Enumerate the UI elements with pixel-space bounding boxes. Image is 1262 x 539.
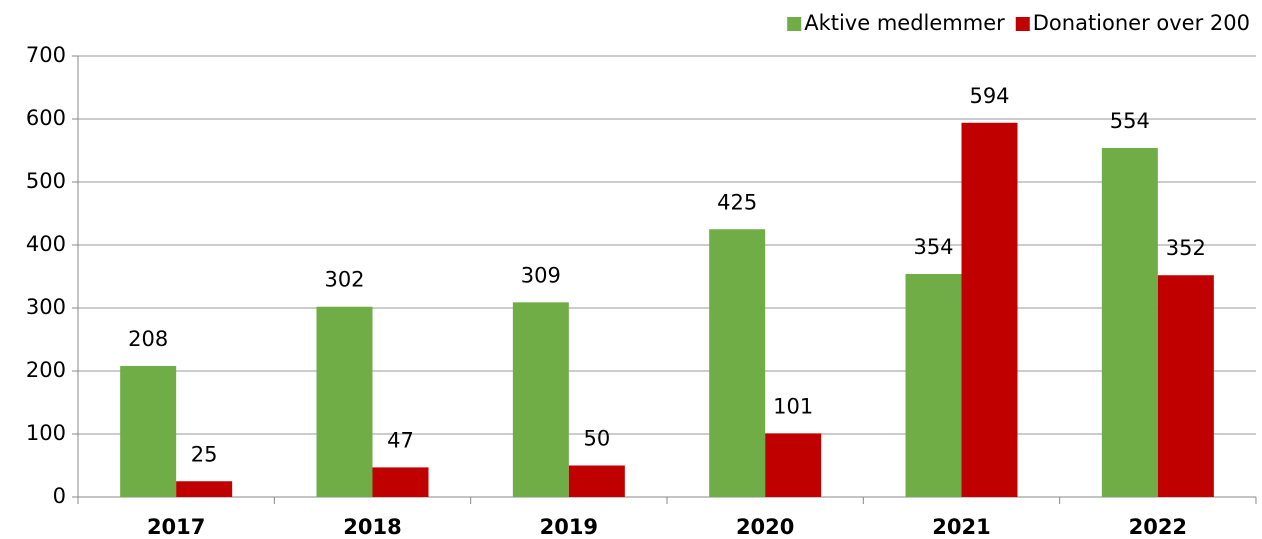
bar xyxy=(1101,147,1158,498)
x-tick-label: 2017 xyxy=(147,515,205,539)
bar xyxy=(961,122,1018,497)
data-label: 594 xyxy=(969,84,1009,108)
data-label: 352 xyxy=(1166,236,1206,260)
x-tick-label: 2019 xyxy=(540,515,598,539)
data-label: 50 xyxy=(583,427,610,451)
data-label: 47 xyxy=(387,428,414,452)
bar xyxy=(709,229,766,497)
bar xyxy=(905,273,962,497)
bar xyxy=(512,302,569,497)
legend-label: Aktive medlemmer xyxy=(804,11,1005,35)
y-tick-label: 400 xyxy=(26,232,66,256)
y-tick-label: 500 xyxy=(26,169,66,193)
x-tick-label: 2018 xyxy=(343,515,401,539)
data-label: 302 xyxy=(324,268,364,292)
bar xyxy=(176,481,233,497)
bar xyxy=(316,306,373,497)
bar xyxy=(1157,275,1214,497)
x-tick-label: 2021 xyxy=(932,515,990,539)
data-label: 309 xyxy=(521,263,561,287)
data-label: 101 xyxy=(773,394,813,418)
data-label: 554 xyxy=(1110,109,1150,133)
y-tick-label: 0 xyxy=(53,484,66,508)
legend-swatch xyxy=(787,17,802,31)
bar xyxy=(568,465,625,497)
bar xyxy=(765,433,822,497)
data-label: 25 xyxy=(191,442,218,466)
data-label: 425 xyxy=(717,190,757,214)
bar xyxy=(372,467,429,497)
y-tick-label: 200 xyxy=(26,358,66,382)
y-tick-label: 100 xyxy=(26,421,66,445)
legend-label: Donationer over 200 xyxy=(1033,11,1250,35)
y-tick-label: 300 xyxy=(26,295,66,319)
data-label: 354 xyxy=(913,235,953,259)
x-tick-label: 2022 xyxy=(1129,515,1187,539)
data-label: 208 xyxy=(128,327,168,351)
bar xyxy=(120,365,177,497)
x-tick-label: 2020 xyxy=(736,515,794,539)
y-tick-label: 700 xyxy=(26,43,66,67)
legend-swatch xyxy=(1015,17,1030,31)
y-tick-label: 600 xyxy=(26,106,66,130)
